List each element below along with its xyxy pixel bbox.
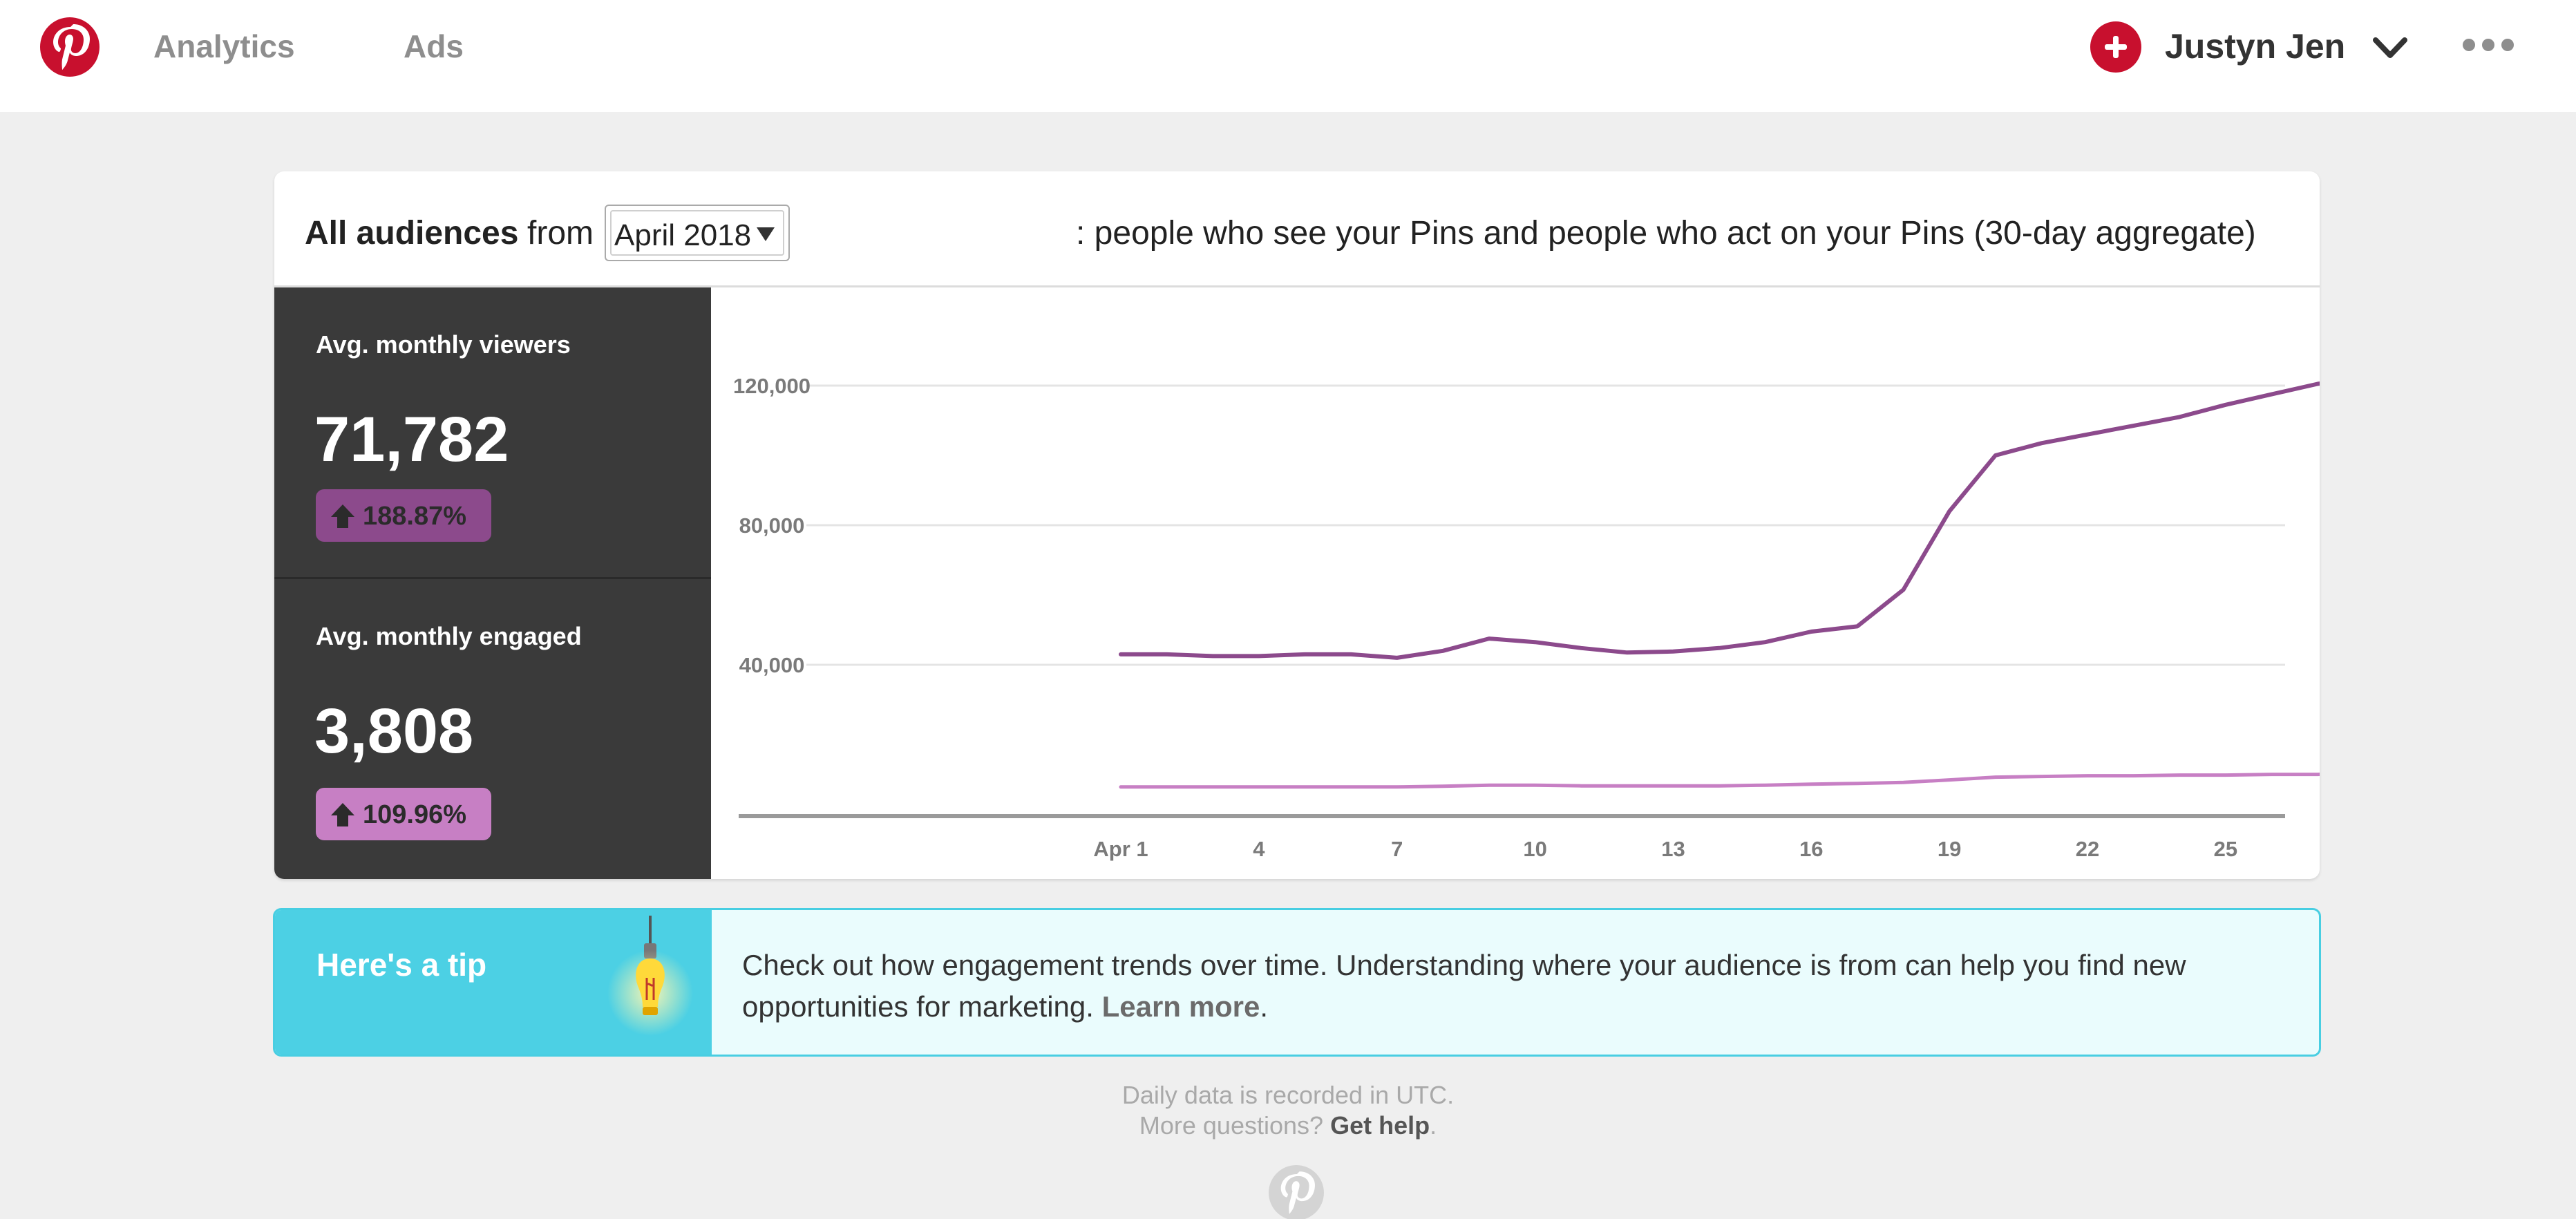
from-label: from (527, 215, 594, 252)
get-help-link[interactable]: Get help (1330, 1111, 1430, 1140)
audience-description: : people who see your Pins and people wh… (1076, 215, 2256, 252)
y-tick-label: 80,000 (739, 513, 805, 538)
pinterest-logo-icon[interactable] (40, 17, 100, 77)
tip-end: . (1260, 990, 1269, 1023)
nav-analytics[interactable]: Analytics (153, 28, 295, 64)
metric-value: 3,808 (314, 696, 474, 766)
x-tick-label: 13 (1661, 837, 1685, 861)
x-tick-label: 22 (2076, 837, 2099, 861)
month-select-value: April 2018 (614, 218, 752, 252)
chevron-down-icon[interactable] (2371, 35, 2409, 62)
metric-engaged[interactable]: Avg. monthly engaged 3,808 109.96% (274, 579, 711, 879)
audience-card: All audiences from April 2018 : people w… (274, 171, 2320, 879)
lightbulb-icon (607, 916, 693, 1036)
metric-label: Avg. monthly viewers (316, 330, 571, 359)
footer-help: More questions? Get help. (804, 1111, 1772, 1140)
arrow-up-icon (331, 504, 354, 528)
pinterest-logo-icon[interactable] (1269, 1165, 1324, 1219)
x-tick-label: 7 (1391, 837, 1403, 861)
metric-label: Avg. monthly engaged (316, 622, 582, 650)
x-tick-label: 16 (1799, 837, 1823, 861)
x-tick-label: 4 (1253, 837, 1265, 861)
y-tick-label: 120,000 (733, 374, 811, 398)
footer-help-prefix: More questions? (1139, 1111, 1324, 1140)
footer-utc-note: Daily data is recorded in UTC. (1121, 1081, 1455, 1109)
change-badge: 109.96% (316, 788, 491, 840)
metrics-panel: Avg. monthly viewers 71,782 188.87% Avg.… (274, 287, 711, 879)
x-tick-label: Apr 1 (1093, 837, 1148, 861)
nav-ads[interactable]: Ads (404, 28, 464, 64)
metric-value: 71,782 (314, 404, 509, 475)
top-bar: Analytics Ads Justyn Jen (0, 0, 2576, 112)
card-header: All audiences from April 2018 : people w… (274, 171, 2320, 287)
more-icon[interactable] (2461, 35, 2515, 55)
x-tick-label: 10 (1523, 837, 1546, 861)
user-name[interactable]: Justyn Jen (2165, 27, 2346, 66)
change-value: 188.87% (363, 502, 467, 531)
month-select[interactable]: April 2018 (605, 205, 790, 261)
footer-help-end: . (1430, 1111, 1437, 1140)
series-line-2 (1119, 773, 2320, 789)
tip-text: Check out how engagement trends over tim… (742, 945, 2290, 1028)
arrow-up-icon (331, 803, 354, 826)
tip-banner: Here's a tip Check out how engagement tr… (273, 908, 2321, 1057)
change-badge: 188.87% (316, 489, 491, 542)
y-tick-label: 40,000 (739, 653, 805, 677)
tip-title: Here's a tip (316, 947, 487, 983)
plus-icon[interactable] (2090, 21, 2141, 73)
month-select-inner (610, 210, 784, 256)
series-line-1 (1119, 381, 2320, 660)
learn-more-link[interactable]: Learn more (1101, 990, 1260, 1023)
change-value: 109.96% (363, 800, 467, 829)
x-tick-label: 19 (1938, 837, 1961, 861)
metric-viewers[interactable]: Avg. monthly viewers 71,782 188.87% (274, 287, 711, 579)
tip-body: Check out how engagement trends over tim… (742, 949, 2186, 1023)
x-tick-label: 25 (2214, 837, 2237, 861)
audience-title: All audiences (305, 215, 519, 252)
caret-down-icon (757, 227, 775, 241)
tip-header: Here's a tip (275, 910, 712, 1055)
